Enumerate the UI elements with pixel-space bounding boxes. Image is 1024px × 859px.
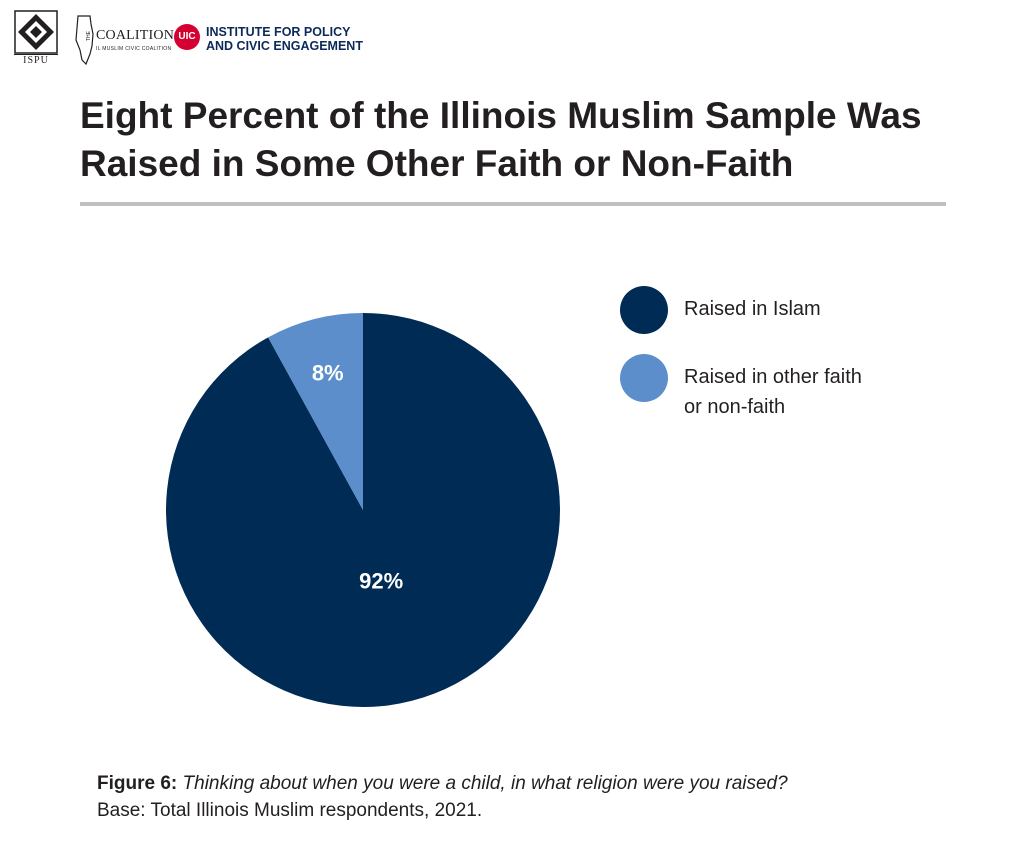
legend-label-other: Raised in other faith or non-faith [684,362,862,422]
legend-label-islam: Raised in Islam [684,298,821,320]
survey-question: Thinking about when you were a child, in… [182,773,788,794]
pie-label-islam: 92% [359,569,403,594]
ispu-logo: ISPU [14,10,58,68]
coalition-name: COALITION [96,28,175,43]
uic-line-2: AND CIVIC ENGAGEMENT [206,39,363,53]
uic-institute-name: INSTITUTE FOR POLICY AND CIVIC ENGAGEMEN… [206,25,363,53]
uic-badge: UIC [174,24,200,50]
ispu-emblem-icon [14,10,58,54]
title-divider [80,202,946,206]
legend-label-other-line-1: Raised in other faith [684,366,862,388]
pie-slice-other [268,313,363,510]
figure-caption: Figure 6: Thinking about when you were a… [97,770,977,824]
coalition-logo: THE COALITION IL MUSLIM CIVIC COALITION [74,14,174,66]
legend-swatch-other [620,354,668,402]
uic-line-1: INSTITUTE FOR POLICY [206,25,351,39]
illinois-outline-icon [75,15,94,66]
caption-base: Base: Total Illinois Muslim respondents,… [97,800,483,821]
pie-slice-islam [165,313,560,707]
ispu-logo-text: ISPU [14,54,58,69]
caption-question-line: Figure 6: Thinking about when you were a… [97,770,977,797]
legend-label-other-line-2: or non-faith [684,396,786,418]
pie-chart: 92% 8% [165,313,560,707]
coalition-subtitle: IL MUSLIM CIVIC COALITION [96,46,172,52]
coalition-prefix: THE [86,31,92,41]
chart-title: Eight Percent of the Illinois Muslim Sam… [80,95,922,184]
figure-label: Figure 6: [97,773,178,794]
pie-label-other: 8% [312,361,344,386]
legend-swatch-islam [620,286,668,334]
